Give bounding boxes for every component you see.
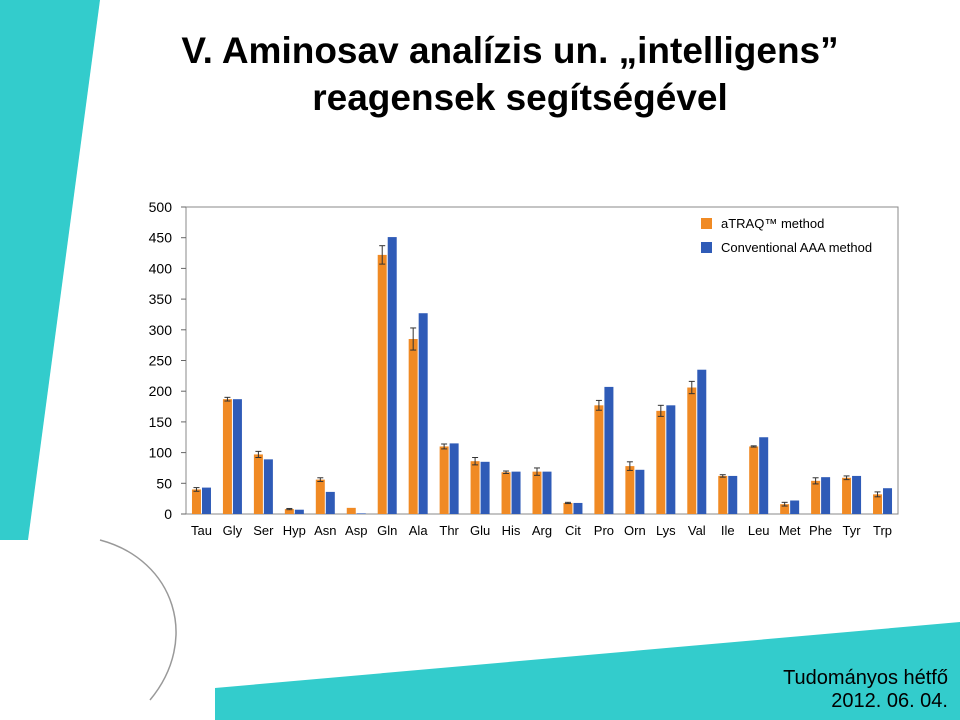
atraq-bar-ala — [408, 339, 418, 514]
atraq-bar-thr — [439, 446, 449, 514]
x-tick-label: Hyp — [283, 523, 306, 538]
conventional-bar-val — [697, 369, 707, 514]
conventional-bar-ser — [263, 459, 273, 514]
y-tick-label: 350 — [149, 291, 173, 307]
legend-swatch — [701, 242, 712, 253]
atraq-bar-hyp — [284, 509, 294, 514]
conventional-bar-orn — [635, 469, 645, 514]
y-tick-label: 200 — [149, 383, 173, 399]
atraq-bar-his — [501, 472, 511, 514]
x-tick-label: Asn — [314, 523, 336, 538]
x-tick-label: Arg — [532, 523, 552, 538]
conventional-bar-asn — [325, 491, 335, 514]
x-tick-label: Tyr — [843, 523, 862, 538]
x-tick-label: Pro — [594, 523, 614, 538]
atraq-bar-tyr — [842, 477, 852, 514]
x-tick-label: Met — [779, 523, 801, 538]
conventional-bar-ala — [418, 313, 428, 514]
slide-title-line-1: V. Aminosav analízis un. „intelligens” — [181, 30, 839, 71]
atraq-bar-asp — [346, 507, 356, 514]
x-tick-label: Gly — [223, 523, 243, 538]
legend-label: aTRAQ™ method — [721, 216, 824, 231]
y-tick-label: 500 — [149, 199, 173, 215]
conventional-bar-lys — [666, 405, 676, 514]
atraq-bar-trp — [873, 494, 883, 514]
x-tick-label: Asp — [345, 523, 367, 538]
conventional-bar-asp — [356, 513, 366, 514]
atraq-bar-ile — [718, 475, 728, 514]
legend-swatch — [701, 218, 712, 229]
atraq-bar-asn — [315, 479, 325, 514]
y-tick-label: 50 — [156, 475, 172, 491]
legend-label: Conventional AAA method — [721, 240, 872, 255]
conventional-bar-met — [790, 500, 800, 514]
x-tick-label: Gln — [377, 523, 397, 538]
x-tick-label: Orn — [624, 523, 646, 538]
conventional-bar-gly — [232, 399, 242, 514]
conventional-bar-ile — [728, 475, 738, 514]
atraq-bar-orn — [625, 466, 635, 514]
atraq-bar-val — [687, 387, 697, 514]
atraq-bar-tau — [191, 489, 201, 514]
y-tick-label: 150 — [149, 414, 173, 430]
y-tick-label: 0 — [164, 506, 172, 522]
x-tick-label: Ile — [721, 523, 735, 538]
x-tick-label: Val — [688, 523, 706, 538]
conventional-bar-tyr — [852, 475, 862, 514]
x-tick-label: Glu — [470, 523, 490, 538]
atraq-bar-lys — [656, 410, 666, 514]
x-tick-label: Cit — [565, 523, 581, 538]
conventional-bar-his — [511, 471, 521, 514]
atraq-bar-ser — [253, 454, 263, 514]
slide-title-line-2: reagensek segítségével — [312, 77, 728, 118]
x-tick-label: Tau — [191, 523, 212, 538]
conventional-bar-hyp — [294, 509, 304, 514]
y-tick-label: 100 — [149, 445, 173, 461]
conventional-bar-leu — [759, 437, 769, 514]
x-tick-label: His — [502, 523, 521, 538]
x-tick-label: Ala — [409, 523, 429, 538]
x-tick-label: Phe — [809, 523, 832, 538]
atraq-bar-leu — [749, 446, 759, 514]
conventional-bar-gln — [387, 237, 397, 514]
atraq-bar-met — [780, 504, 790, 514]
atraq-bar-pro — [594, 405, 604, 514]
conventional-bar-thr — [449, 443, 459, 514]
conventional-bar-phe — [821, 477, 831, 514]
y-tick-label: 250 — [149, 353, 173, 369]
x-tick-label: Thr — [439, 523, 459, 538]
conventional-bar-tau — [201, 487, 211, 514]
conventional-bar-cit — [573, 502, 583, 514]
atraq-bar-phe — [811, 480, 821, 514]
atraq-bar-gln — [377, 254, 387, 514]
atraq-bar-glu — [470, 461, 480, 514]
x-tick-label: Lys — [656, 523, 676, 538]
conventional-bar-pro — [604, 386, 614, 514]
footer-date: 2012. 06. 04. — [831, 690, 948, 712]
y-tick-label: 450 — [149, 230, 173, 246]
bottom-teal-band — [215, 622, 960, 720]
y-tick-label: 400 — [149, 260, 173, 276]
conventional-bar-arg — [542, 471, 552, 514]
y-tick-label: 300 — [149, 322, 173, 338]
conventional-bar-glu — [480, 461, 490, 514]
x-tick-label: Leu — [748, 523, 770, 538]
atraq-bar-gly — [222, 399, 232, 514]
x-tick-label: Ser — [253, 523, 274, 538]
atraq-bar-arg — [532, 471, 542, 514]
x-tick-label: Trp — [873, 523, 892, 538]
footer-event: Tudományos hétfő — [783, 667, 948, 689]
atraq-bar-cit — [563, 502, 573, 514]
conventional-bar-trp — [883, 488, 893, 514]
decorative-arc — [99, 539, 177, 701]
left-teal-band — [0, 0, 100, 540]
